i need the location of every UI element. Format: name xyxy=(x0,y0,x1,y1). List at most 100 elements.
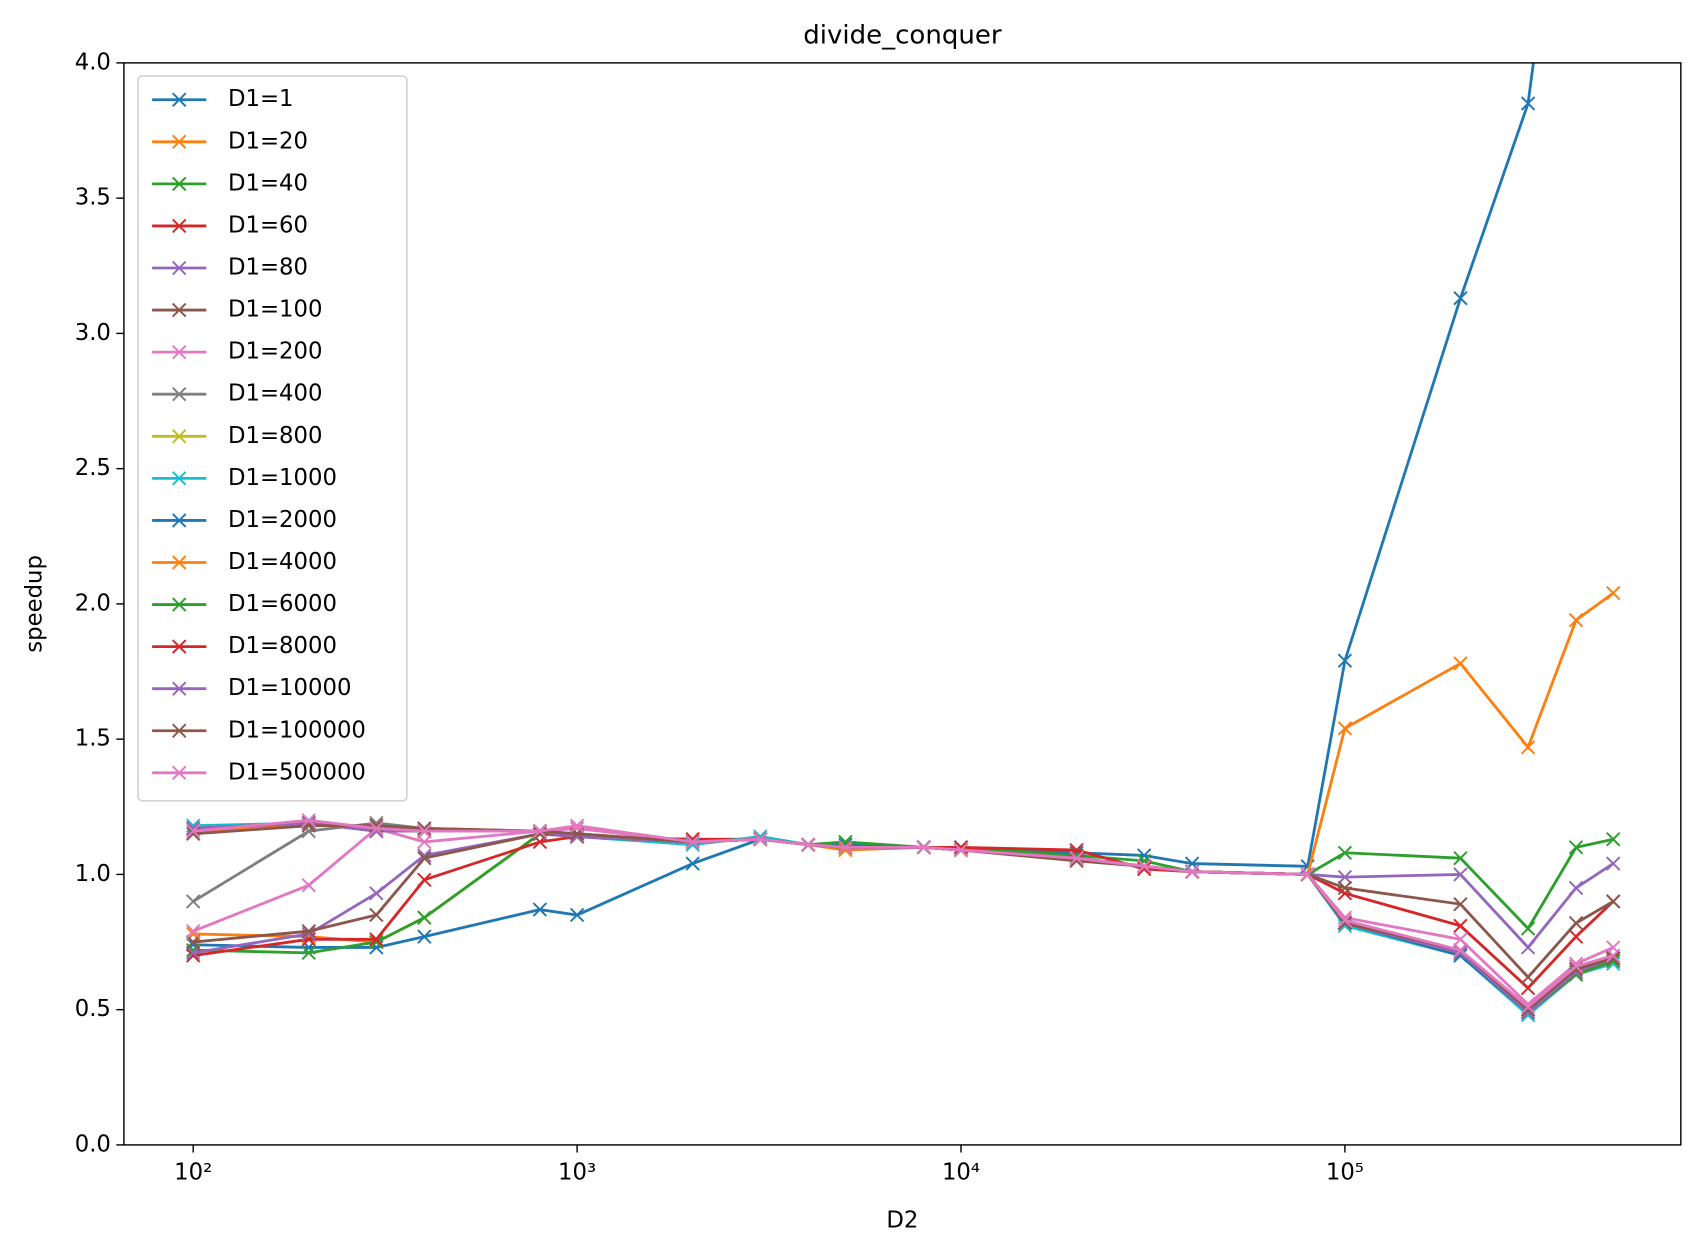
legend-label: D1=400 xyxy=(228,381,322,407)
series-marker xyxy=(916,840,931,855)
legend-marker xyxy=(172,134,187,150)
series-marker xyxy=(369,932,384,947)
series-marker xyxy=(1337,915,1353,931)
legend-marker xyxy=(172,681,187,696)
y-axis-label: speedup xyxy=(22,555,48,653)
series-marker xyxy=(417,823,432,839)
legend-marker xyxy=(172,555,187,570)
series-marker xyxy=(1453,918,1468,934)
chart-title: divide_conquer xyxy=(803,20,1002,50)
y-tick-label: 3.0 xyxy=(75,320,111,346)
series-marker xyxy=(1520,940,1536,955)
series-marker xyxy=(532,823,548,839)
legend-label: D1=20 xyxy=(228,128,308,154)
legend-label: D1=6000 xyxy=(228,591,337,617)
legend-label: D1=80 xyxy=(228,255,308,281)
series-marker xyxy=(1520,1002,1536,1017)
series-marker xyxy=(1520,980,1536,996)
series-marker xyxy=(1520,999,1536,1015)
series-marker xyxy=(1337,880,1353,896)
legend-box xyxy=(137,75,408,802)
series-marker xyxy=(186,894,201,909)
series-marker xyxy=(1520,96,1536,111)
legend-marker xyxy=(172,471,187,486)
legend-marker xyxy=(172,765,187,781)
series-marker xyxy=(417,834,432,850)
y-tick-label: 0.0 xyxy=(75,1131,111,1157)
plot-area xyxy=(186,62,1621,1023)
series-marker xyxy=(1069,850,1084,866)
series-marker xyxy=(417,872,432,888)
x-tick-label: 10² xyxy=(174,1160,212,1186)
legend-marker xyxy=(172,723,187,738)
series-marker xyxy=(1606,894,1621,909)
series-marker xyxy=(301,945,316,961)
series-marker xyxy=(1568,929,1584,944)
series-marker xyxy=(186,934,201,950)
y-tick-label: 2.5 xyxy=(75,455,111,481)
x-tick-label: 10³ xyxy=(558,1160,596,1186)
series-marker xyxy=(1568,612,1584,628)
legend-marker xyxy=(172,387,187,402)
series-marker xyxy=(1568,840,1584,855)
series-marker xyxy=(1337,653,1353,668)
series-marker xyxy=(1184,864,1200,879)
series-marker xyxy=(1606,856,1621,871)
series-marker xyxy=(1520,921,1536,936)
legend-marker xyxy=(172,260,187,276)
legend-label: D1=40 xyxy=(228,170,308,196)
legend-label: D1=10000 xyxy=(228,675,351,701)
series-marker xyxy=(186,823,201,839)
series-marker xyxy=(301,924,316,939)
legend-marker xyxy=(172,218,187,234)
y-tick-label: 0.5 xyxy=(75,996,111,1022)
legend-label: D1=500000 xyxy=(228,759,366,785)
series-marker xyxy=(1453,850,1468,866)
legend-marker xyxy=(172,92,187,107)
y-tick-label: 1.0 xyxy=(75,861,111,887)
legend-label: D1=4000 xyxy=(228,549,337,575)
series-marker xyxy=(685,834,700,850)
x-tick-label: 10⁴ xyxy=(942,1160,980,1186)
series-marker xyxy=(417,910,432,925)
series-marker xyxy=(569,818,585,833)
series-marker xyxy=(1606,585,1621,601)
x-tick-label: 10⁵ xyxy=(1326,1160,1364,1186)
series-marker xyxy=(801,837,816,852)
legend-label: D1=2000 xyxy=(228,507,337,533)
y-tick-label: 1.5 xyxy=(75,726,111,752)
series-marker xyxy=(532,902,548,917)
series-marker xyxy=(1337,913,1353,928)
series-marker xyxy=(1453,867,1468,882)
series-marker xyxy=(369,886,384,901)
series-marker xyxy=(1520,1005,1536,1020)
series-marker xyxy=(1337,845,1353,860)
legend-label: D1=1 xyxy=(228,86,294,112)
series-marker xyxy=(1337,869,1353,885)
series-marker xyxy=(1136,859,1152,874)
series-marker xyxy=(1606,948,1621,963)
series-marker xyxy=(417,821,432,836)
series-marker xyxy=(369,907,384,923)
series-marker xyxy=(1337,721,1353,736)
legend: D1=1 D1=20 D1=40 D1=60 D1=80 D1=100 D1=200 D1=4… xyxy=(137,75,408,802)
y-tick-label: 3.5 xyxy=(75,185,111,211)
series-marker xyxy=(369,934,384,950)
legend-marker xyxy=(172,513,187,528)
legend-label: D1=1000 xyxy=(228,465,337,491)
series-marker xyxy=(753,832,768,847)
y-tick-label: 4.0 xyxy=(75,49,111,75)
legend-label: D1=60 xyxy=(228,212,308,238)
legend-label: D1=8000 xyxy=(228,633,337,659)
series-marker xyxy=(685,856,700,871)
series-marker xyxy=(301,878,316,893)
legend-marker xyxy=(172,597,187,612)
series-marker xyxy=(301,813,316,828)
series-marker xyxy=(1453,932,1468,947)
legend-marker xyxy=(172,429,187,444)
series-marker xyxy=(1606,951,1621,966)
x-axis-label: D2 xyxy=(886,1207,918,1233)
series-marker xyxy=(1568,959,1584,974)
